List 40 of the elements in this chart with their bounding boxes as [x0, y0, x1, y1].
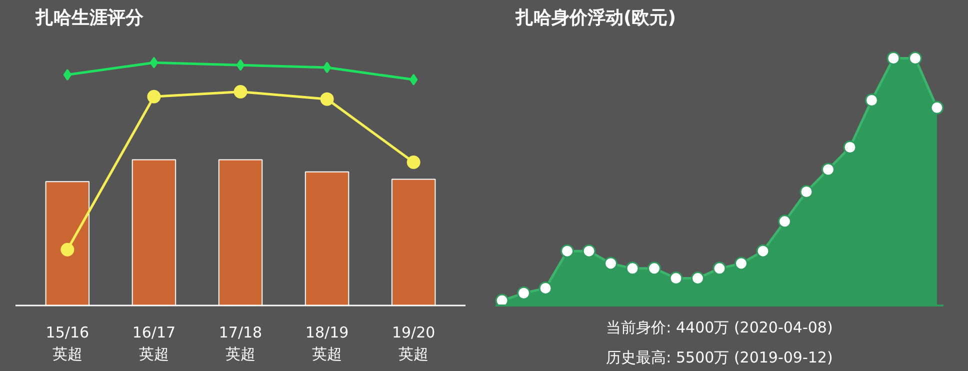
- point: [604, 256, 618, 270]
- point: [800, 185, 814, 198]
- point: [236, 59, 245, 71]
- point: [864, 94, 878, 107]
- point: [63, 69, 72, 81]
- x-tick-label: 17/18 英超: [218, 324, 262, 364]
- x-tick-label: 15/16 英超: [46, 324, 90, 364]
- point: [930, 100, 944, 114]
- point: [669, 272, 683, 286]
- x-tick-label: 16/17 英超: [132, 324, 176, 364]
- point: [778, 214, 792, 228]
- point: [886, 51, 900, 65]
- point: [322, 62, 332, 74]
- x-tick-label: 18/19 英超: [305, 324, 349, 364]
- point: [582, 244, 596, 258]
- point: [517, 286, 531, 300]
- point: [626, 262, 640, 276]
- point: [560, 244, 574, 258]
- point: [406, 155, 420, 169]
- text: 当前身价: 4400万 (2020-04-08): [606, 318, 833, 336]
- point: [756, 244, 770, 258]
- point: [496, 294, 509, 306]
- point: [409, 74, 418, 86]
- point: [821, 162, 835, 176]
- text: 历史最高: 5500万 (2019-09-12): [606, 348, 833, 366]
- point: [234, 85, 248, 99]
- chart-title: 扎哈生涯评分: [34, 8, 144, 28]
- chart-title: 扎哈身价浮动(欧元): [514, 8, 676, 28]
- point: [538, 281, 552, 295]
- point: [908, 51, 922, 65]
- point: [712, 262, 726, 276]
- point: [320, 92, 334, 106]
- point: [150, 56, 158, 68]
- point: [147, 90, 161, 104]
- point: [648, 262, 662, 276]
- point: [691, 272, 704, 286]
- point: [60, 242, 74, 256]
- point: [843, 140, 857, 154]
- point: [734, 256, 748, 270]
- x-tick-label: 19/20 英超: [392, 324, 436, 364]
